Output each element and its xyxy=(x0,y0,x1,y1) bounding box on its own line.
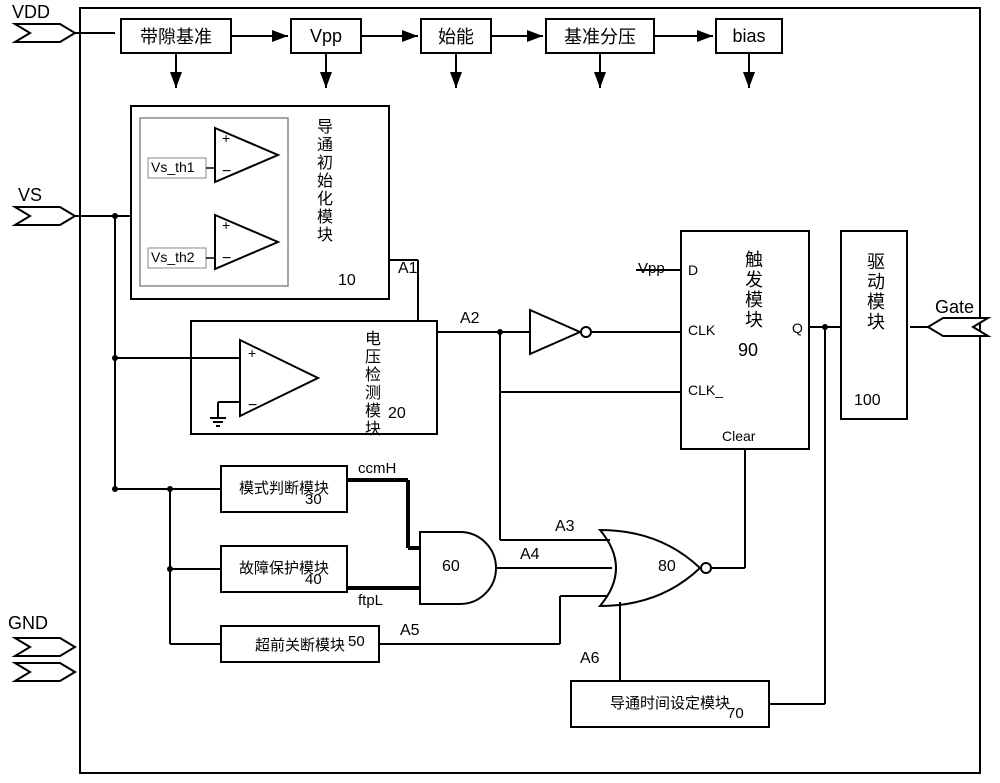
a3-label: A3 xyxy=(555,518,575,536)
a2-label: A2 xyxy=(460,310,480,328)
ccmh-label: ccmH xyxy=(358,460,396,477)
ftpl-label: ftpL xyxy=(358,592,383,609)
a6-label: A6 xyxy=(580,650,600,668)
a1-label: A1 xyxy=(398,260,418,278)
a5-label: A5 xyxy=(400,622,420,640)
a4-label: A4 xyxy=(520,546,540,564)
